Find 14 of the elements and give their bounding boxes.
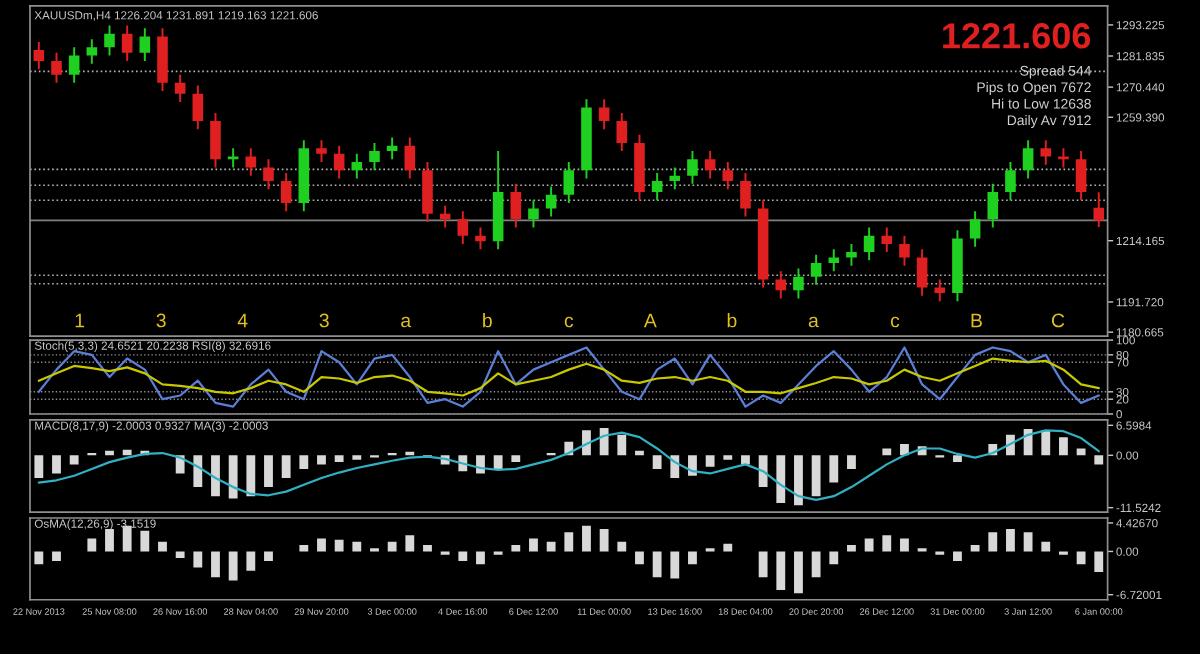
annotation: A bbox=[643, 313, 657, 328]
annotation: b bbox=[727, 313, 737, 328]
annotation: b bbox=[483, 313, 492, 328]
annotation: C bbox=[1051, 313, 1065, 328]
annotation: 1221.606 bbox=[943, 23, 1091, 49]
annotation: 1 bbox=[75, 313, 85, 328]
annotation: a bbox=[401, 316, 412, 328]
annotation: c bbox=[564, 316, 574, 328]
annotation: a bbox=[808, 316, 819, 328]
annotation: B bbox=[971, 313, 982, 328]
annotation: 3 bbox=[319, 313, 329, 328]
annotation: 3 bbox=[156, 313, 166, 328]
annotation: c bbox=[890, 316, 900, 328]
annotation: 4 bbox=[237, 313, 248, 328]
